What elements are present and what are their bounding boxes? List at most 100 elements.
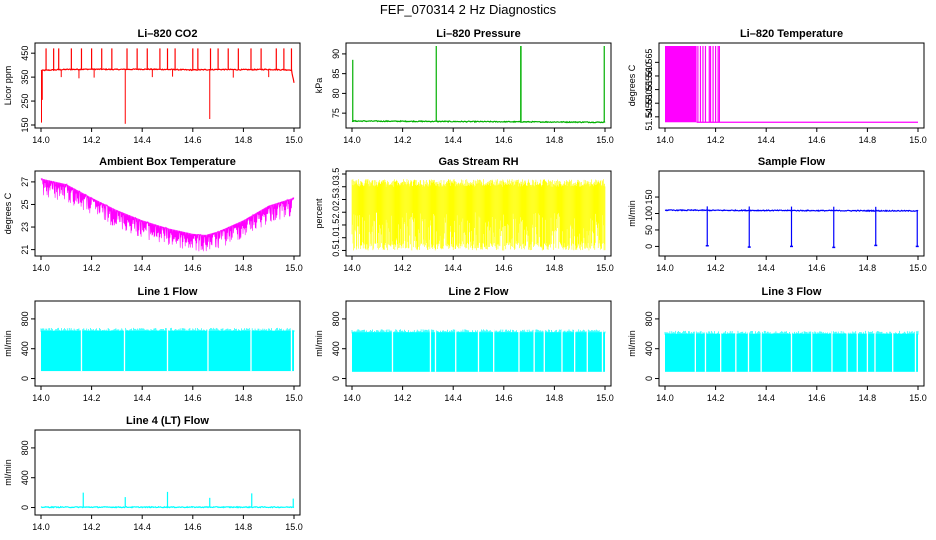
- y-tick-label: 100: [644, 206, 654, 221]
- x-tick-label: 14.4: [444, 135, 462, 145]
- y-tick-label: 1.0: [331, 231, 341, 244]
- x-tick-label: 14.4: [133, 522, 151, 532]
- chart-panel-2: Li–820 Pressure kPa 14.0 14.2 14.4 14.6 14.8 15…: [314, 28, 614, 145]
- y-axis-label: ml/min: [627, 330, 637, 357]
- chart-title: Li–820 Pressure: [436, 28, 520, 40]
- x-tick-label: 15.0: [285, 263, 303, 273]
- x-tick-label: 15.0: [596, 135, 614, 145]
- y-tick-label: 0: [644, 376, 654, 381]
- data-series: [40, 491, 295, 509]
- data-series: [664, 206, 919, 249]
- y-tick-label: 800: [644, 311, 654, 326]
- chart-panel-3: Li–820 Temperature degrees C 14.0 14.2 14.4 1…: [627, 28, 927, 145]
- x-tick-label: 14.0: [32, 522, 50, 532]
- y-tick-label: 800: [20, 311, 30, 326]
- plot-frame: [345, 170, 612, 257]
- x-tick-label: 14.8: [235, 393, 253, 403]
- y-tick-label: 150: [644, 190, 654, 205]
- x-tick-label: 14.0: [343, 135, 361, 145]
- y-tick-label: 400: [20, 470, 30, 485]
- y-axis-label: ml/min: [314, 330, 324, 357]
- x-tick-label: 14.6: [495, 393, 513, 403]
- y-tick-label: 0.5: [331, 244, 341, 257]
- data-series: [351, 46, 606, 124]
- y-tick-label: 400: [644, 341, 654, 356]
- x-tick-label: 15.0: [596, 263, 614, 273]
- y-tick-label: 27: [20, 177, 30, 187]
- x-tick-label: 14.8: [859, 135, 877, 145]
- x-tick-label: 14.4: [757, 393, 775, 403]
- y-tick-label: 75: [331, 108, 341, 118]
- plot-frame: [34, 42, 301, 129]
- plot-frame: [34, 300, 301, 387]
- x-tick-label: 14.8: [546, 135, 564, 145]
- y-tick-label: 51.560: [644, 62, 654, 90]
- x-tick-label: 14.0: [656, 393, 674, 403]
- x-tick-label: 14.0: [656, 135, 674, 145]
- page-title: FEF_070314 2 Hz Diagnostics: [379, 2, 557, 17]
- x-tick-label: 14.6: [808, 135, 826, 145]
- x-tick-label: 14.4: [444, 263, 462, 273]
- x-tick-label: 14.6: [184, 135, 202, 145]
- x-tick-label: 14.2: [83, 522, 101, 532]
- y-tick-label: 51.545: [644, 103, 654, 131]
- y-tick-label: 1.5: [331, 219, 341, 232]
- data-series: [351, 179, 606, 251]
- x-tick-label: 14.2: [83, 393, 101, 403]
- chart-panel-1: Li–820 CO2 Licor ppm 14.0 14.2 14.4 14.6 14.8 1…: [3, 28, 303, 145]
- data-series: [664, 329, 919, 372]
- plot-frame: [345, 300, 612, 387]
- y-tick-label: 3.5: [331, 168, 341, 181]
- x-tick-label: 14.0: [343, 263, 361, 273]
- x-tick-label: 14.6: [184, 522, 202, 532]
- x-tick-label: 14.0: [32, 393, 50, 403]
- data-series: [351, 328, 606, 372]
- y-axis-label: ml/min: [627, 200, 637, 227]
- x-tick-label: 14.0: [32, 263, 50, 273]
- y-tick-label: 400: [20, 341, 30, 356]
- data-series: [665, 46, 918, 123]
- x-tick-label: 14.8: [546, 263, 564, 273]
- x-tick-label: 14.4: [444, 393, 462, 403]
- x-tick-label: 14.8: [859, 393, 877, 403]
- data-trace: [351, 119, 606, 124]
- x-tick-label: 14.0: [656, 263, 674, 273]
- x-tick-label: 14.4: [133, 135, 151, 145]
- chart-title: Li–820 Temperature: [740, 28, 843, 40]
- plot-frame: [34, 170, 301, 257]
- y-tick-label: 21: [20, 245, 30, 255]
- chart-title: Line 1 Flow: [138, 286, 198, 298]
- y-axis-label: Licor ppm: [3, 66, 13, 106]
- plot-frame: [345, 42, 612, 129]
- chart-panel-9: Line 3 Flow ml/min 14.0 14.2 14.4 14.6 14.8 15.…: [627, 286, 927, 403]
- x-tick-label: 14.8: [235, 263, 253, 273]
- x-tick-label: 14.6: [184, 393, 202, 403]
- x-tick-label: 14.0: [343, 393, 361, 403]
- y-tick-label: 51.555: [644, 76, 654, 104]
- x-tick-label: 14.4: [133, 393, 151, 403]
- y-tick-label: 250: [20, 94, 30, 109]
- y-tick-label: 51.565: [644, 49, 654, 77]
- y-tick-label: 2.5: [331, 193, 341, 206]
- x-tick-label: 14.2: [394, 393, 412, 403]
- chart-panel-4: Ambient Box Temperature degrees C 14.0 14.2…: [3, 156, 303, 273]
- temperature-block: [665, 46, 697, 123]
- data-series: [40, 177, 295, 252]
- x-tick-label: 14.4: [757, 135, 775, 145]
- chart-panel-6: Sample Flow ml/min 14.0 14.2 14.4 14.6 14.8 15.…: [627, 156, 927, 273]
- x-tick-label: 14.8: [235, 522, 253, 532]
- x-tick-label: 14.8: [546, 393, 564, 403]
- x-tick-label: 14.4: [757, 263, 775, 273]
- y-tick-label: 0: [20, 505, 30, 510]
- x-tick-label: 15.0: [285, 393, 303, 403]
- data-trace: [40, 177, 295, 252]
- plot-frame: [658, 42, 925, 129]
- y-tick-label: 800: [20, 440, 30, 455]
- y-tick-label: 90: [331, 49, 341, 59]
- x-tick-label: 15.0: [909, 393, 927, 403]
- y-tick-label: 51.550: [644, 89, 654, 117]
- x-tick-label: 15.0: [909, 263, 927, 273]
- data-series: [40, 48, 295, 124]
- x-tick-label: 14.2: [707, 135, 725, 145]
